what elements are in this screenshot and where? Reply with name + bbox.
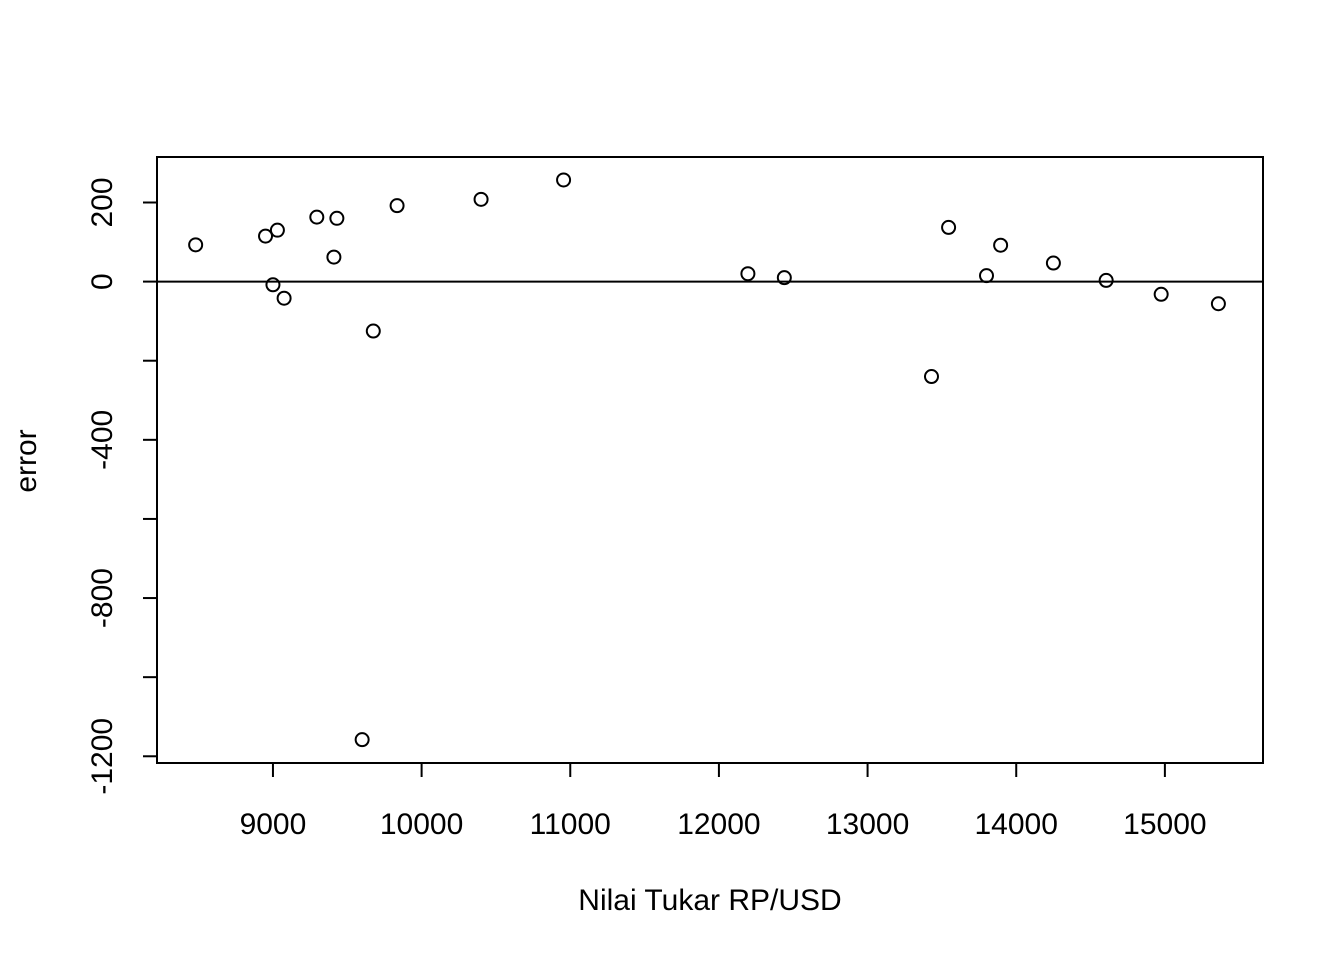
- x-axis: 9000 10000 11000 12000 13000 14000 15000: [240, 762, 1207, 841]
- plot-area: [157, 172, 1263, 748]
- data-point: [389, 198, 405, 214]
- data-point: [1153, 286, 1169, 302]
- data-point: [365, 323, 381, 339]
- data-point: [556, 172, 572, 188]
- data-point: [1098, 272, 1114, 288]
- data-point: [269, 222, 285, 238]
- data-point: [276, 290, 292, 306]
- x-tick-label: 13000: [826, 808, 909, 841]
- data-point: [941, 219, 957, 235]
- x-tick-label: 11000: [530, 808, 611, 841]
- x-tick-label: 15000: [1123, 808, 1206, 841]
- y-tick-label: 200: [86, 177, 119, 227]
- data-point: [1045, 255, 1061, 271]
- y-tick-label: -1200: [86, 718, 119, 795]
- data-point: [188, 237, 204, 253]
- data-point: [329, 210, 345, 226]
- x-tick-label: 12000: [677, 808, 760, 841]
- x-tick-label: 10000: [380, 808, 463, 841]
- y-tick-label: -800: [86, 568, 119, 628]
- y-axis: -1200 -800 -400 0 200: [86, 177, 158, 795]
- data-point: [1210, 296, 1226, 312]
- y-tick-label: 0: [86, 273, 119, 290]
- data-point: [258, 228, 274, 244]
- data-point: [265, 277, 281, 293]
- data-point: [473, 191, 489, 207]
- data-point: [923, 369, 939, 385]
- data-point: [776, 270, 792, 286]
- y-tick-label: -400: [86, 410, 119, 470]
- x-axis-label: Nilai Tukar RP/USD: [578, 884, 841, 917]
- x-tick-label: 14000: [975, 808, 1058, 841]
- data-point: [979, 268, 994, 284]
- data-point: [993, 237, 1009, 253]
- data-point: [326, 249, 342, 265]
- data-point: [354, 732, 370, 748]
- data-point: [309, 209, 325, 225]
- y-axis-label: error: [10, 429, 43, 492]
- data-point: [740, 266, 756, 282]
- x-tick-label: 9000: [240, 808, 307, 841]
